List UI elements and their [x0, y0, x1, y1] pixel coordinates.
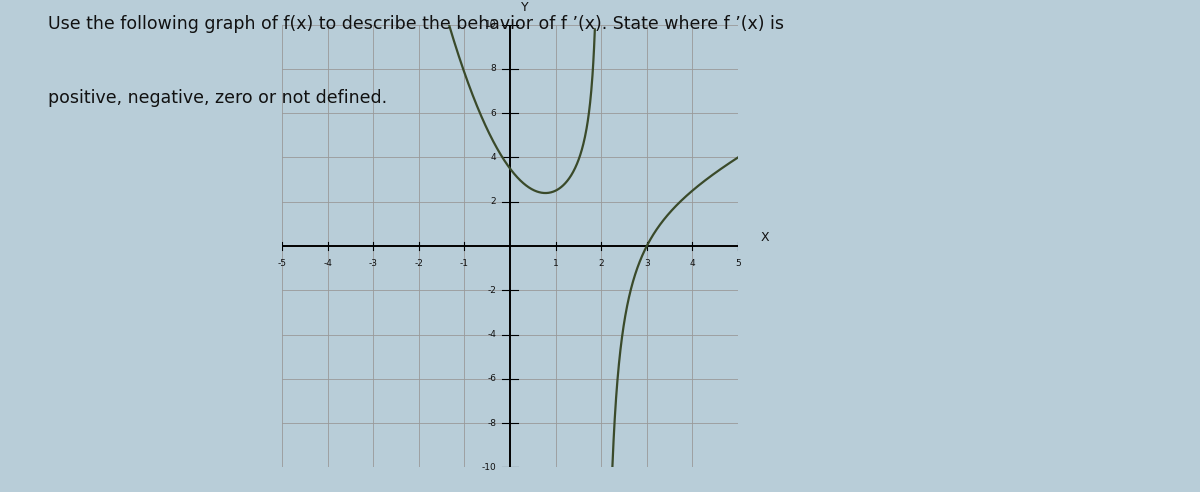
- Text: -4: -4: [323, 259, 332, 268]
- Text: -8: -8: [487, 419, 497, 428]
- Text: 1: 1: [553, 259, 558, 268]
- Text: Y: Y: [521, 0, 529, 13]
- Text: 5: 5: [736, 259, 740, 268]
- Text: -1: -1: [460, 259, 469, 268]
- Text: -10: -10: [481, 463, 497, 472]
- Text: 10: 10: [485, 20, 497, 29]
- Text: 3: 3: [644, 259, 649, 268]
- Text: X: X: [761, 231, 769, 244]
- Text: -4: -4: [487, 330, 497, 339]
- Text: -2: -2: [487, 286, 497, 295]
- Text: 2: 2: [491, 197, 497, 206]
- Text: 6: 6: [491, 109, 497, 118]
- Text: -2: -2: [414, 259, 424, 268]
- Text: positive, negative, zero or not defined.: positive, negative, zero or not defined.: [48, 89, 388, 107]
- Text: -3: -3: [368, 259, 378, 268]
- Text: -5: -5: [277, 259, 287, 268]
- Text: -6: -6: [487, 374, 497, 383]
- Text: Use the following graph of f(x) to describe the behavior of f ’(x). State where : Use the following graph of f(x) to descr…: [48, 15, 784, 33]
- Text: 8: 8: [491, 64, 497, 73]
- Text: 2: 2: [599, 259, 604, 268]
- Text: 4: 4: [690, 259, 695, 268]
- Text: 4: 4: [491, 153, 497, 162]
